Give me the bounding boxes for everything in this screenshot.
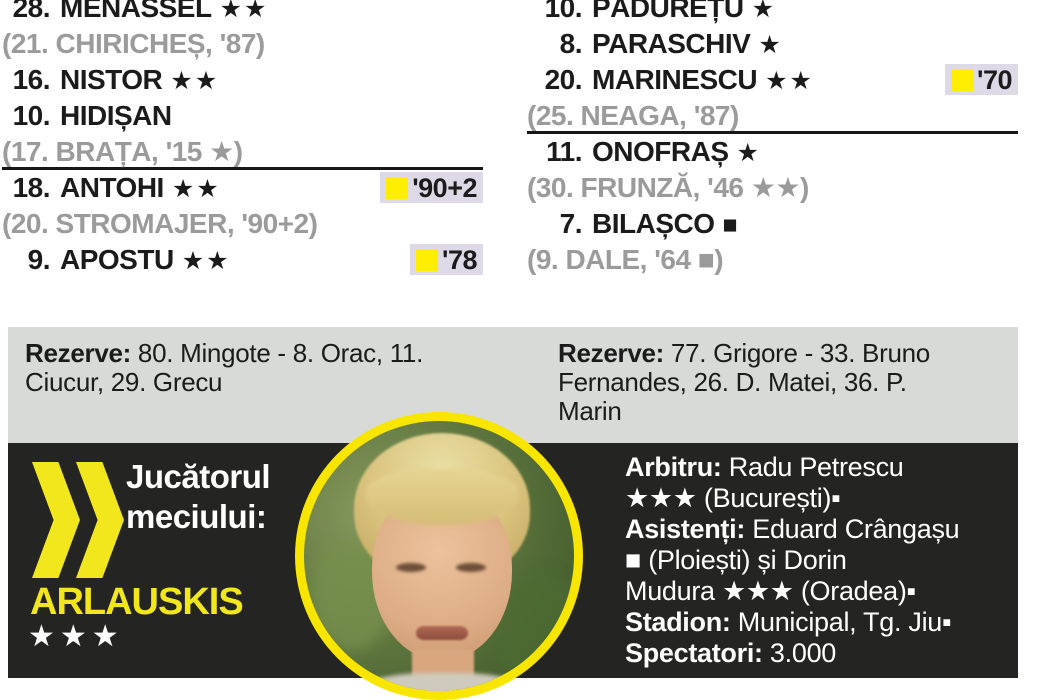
player-name: MENASSEL	[60, 0, 212, 23]
shirt-number: 8.	[559, 28, 583, 59]
photo-hair-fringe	[366, 469, 518, 525]
shirt-number: 10.	[544, 0, 583, 23]
player-row: 11. ONOFRAȘ ★	[527, 134, 1018, 170]
substitute-row: (30. FRUNZĂ, '46 ★★)	[527, 172, 809, 203]
reserves-list: 80. Mingote - 8. Orac, 11. Ciucur, 29. G…	[25, 338, 424, 397]
substitute-row: (9. DALE, '64 ■)	[527, 244, 724, 275]
lineup-home: 28. MENASSEL ★★ (21. CHIRICHEȘ, '87) 16. NIST…	[2, 0, 483, 278]
player-name: APOSTU	[60, 244, 174, 275]
rating-marks: ★★	[219, 0, 269, 23]
officials-field-value: Radu Petrescu	[721, 452, 904, 482]
rating-marks: ★	[751, 0, 776, 23]
reserves-band: Rezerve: 80. Mingote - 8. Orac, 11. Ciuc…	[8, 327, 1018, 443]
officials-field-value: Eduard Crângașu	[745, 514, 960, 544]
player-row: 20. MARINESCU ★★ '70	[527, 62, 1018, 98]
yellow-card-badge: '78	[410, 244, 483, 275]
yellow-card-icon	[386, 176, 409, 199]
player-name: NISTOR	[60, 64, 163, 95]
substitute-row: (20. STROMAJER, '90+2)	[2, 208, 318, 239]
player-name: BILAȘCO	[592, 208, 715, 239]
shirt-number: 16.	[12, 64, 51, 95]
officials-info: Arbitru: Radu Petrescu ★★★ (București)▪ As…	[625, 452, 1023, 669]
reserves-away: Rezerve: 77. Grigore - 33. Bruno Fernand…	[558, 339, 1013, 426]
shirt-number: 10.	[12, 100, 51, 131]
player-row: 18. ANTOHI ★★ '90+2	[2, 170, 483, 206]
photo-shirt	[364, 673, 524, 691]
photo-mouth	[416, 626, 468, 640]
player-of-match-label: Jucătorul meciului:	[126, 458, 271, 535]
officials-line: ■ (Ploiești) și Dorin	[625, 545, 1023, 576]
reserves-label: Rezerve:	[558, 338, 664, 368]
shirt-number: 20.	[544, 64, 583, 95]
officials-field-label: Arbitru:	[625, 452, 722, 482]
officials-line: Stadion: Municipal, Tg. Jiu▪	[625, 607, 1023, 638]
player-name: ANTOHI	[60, 172, 164, 203]
substitute-row: (21. CHIRICHEȘ, '87)	[2, 28, 265, 59]
player-row: 16. NISTOR ★★	[2, 62, 483, 98]
substitute-row: (25. NEAGA, '87)	[527, 98, 1018, 134]
officials-line: Arbitru: Radu Petrescu	[625, 452, 1023, 483]
yellow-card-icon	[416, 248, 439, 271]
rating-marks: ★★	[171, 175, 221, 203]
double-chevron-icon	[32, 462, 80, 578]
player-row: 10. HIDIȘAN	[2, 98, 483, 134]
reserves-list: 77. Grigore - 33. Bruno Fernandes, 26. D…	[558, 338, 930, 426]
player-row: 8. PARASCHIV ★	[527, 26, 1018, 62]
reserves-label: Rezerve:	[25, 338, 131, 368]
player-name: ONOFRAȘ	[592, 136, 729, 167]
reserves-home: Rezerve: 80. Mingote - 8. Orac, 11. Ciuc…	[25, 339, 505, 397]
yellow-card-badge: '90+2	[380, 172, 483, 203]
officials-line: Asistenți: Eduard Crângașu	[625, 514, 1023, 545]
player-row: 10. PĂDUREȚU ★	[527, 0, 1018, 26]
shirt-number: 11.	[546, 136, 582, 167]
player-photo-ring	[295, 412, 583, 700]
officials-field-value: Mudura ★★★ (Oradea)▪	[625, 576, 916, 606]
officials-field-value: 3.000	[762, 638, 837, 668]
photo-eye	[396, 563, 426, 572]
yellow-card-icon	[951, 68, 974, 91]
officials-field-value: ★★★ (București)▪	[625, 483, 841, 513]
shirt-number: 7.	[559, 208, 583, 239]
shirt-number: 9.	[27, 244, 51, 275]
officials-line: Spectatori: 3.000	[625, 638, 1023, 669]
double-chevron-icon	[76, 462, 124, 578]
rating-marks: ★★	[170, 67, 220, 95]
player-of-match-name: ARLAUSKIS	[30, 581, 244, 623]
officials-field-label: Asistenți:	[625, 514, 746, 544]
substitute-row: (17. BRAȚA, '15 ★)	[2, 134, 483, 170]
officials-field-value: Municipal, Tg. Jiu▪	[730, 607, 952, 637]
shirt-number: 28.	[12, 0, 51, 23]
officials-line: Mudura ★★★ (Oradea)▪	[625, 576, 1023, 607]
rating-marks: ★★	[765, 67, 814, 95]
officials-field-label: Spectatori:	[625, 638, 763, 668]
officials-field-label: Stadion:	[625, 607, 731, 637]
player-row: 28. MENASSEL ★★	[2, 0, 483, 26]
player-name: MARINESCU	[592, 64, 758, 95]
rating-marks: ★	[736, 139, 761, 167]
player-of-match-stars: ★★★	[28, 620, 124, 653]
player-name: PARASCHIV	[592, 28, 751, 59]
photo-eye	[456, 563, 486, 572]
player-row: 7. BILAȘCO ■	[527, 206, 1018, 242]
rating-marks: ★	[758, 31, 783, 59]
player-photo	[304, 421, 574, 691]
rating-marks: ■	[722, 211, 740, 239]
shirt-number: 18.	[12, 172, 51, 203]
player-row: 9. APOSTU ★★ '78	[2, 242, 483, 278]
officials-field-value: ■ (Ploiești) și Dorin	[625, 545, 847, 575]
player-name: PĂDUREȚU	[592, 0, 744, 23]
yellow-card-badge: '70	[945, 64, 1018, 95]
lineup-away: 10. PĂDUREȚU ★ 8. PARASCHIV ★ 20. MARINESCU ★★ '7…	[527, 0, 1018, 278]
player-name: HIDIȘAN	[60, 100, 172, 131]
rating-marks: ★★	[181, 247, 231, 275]
officials-line: ★★★ (București)▪	[625, 483, 1023, 514]
